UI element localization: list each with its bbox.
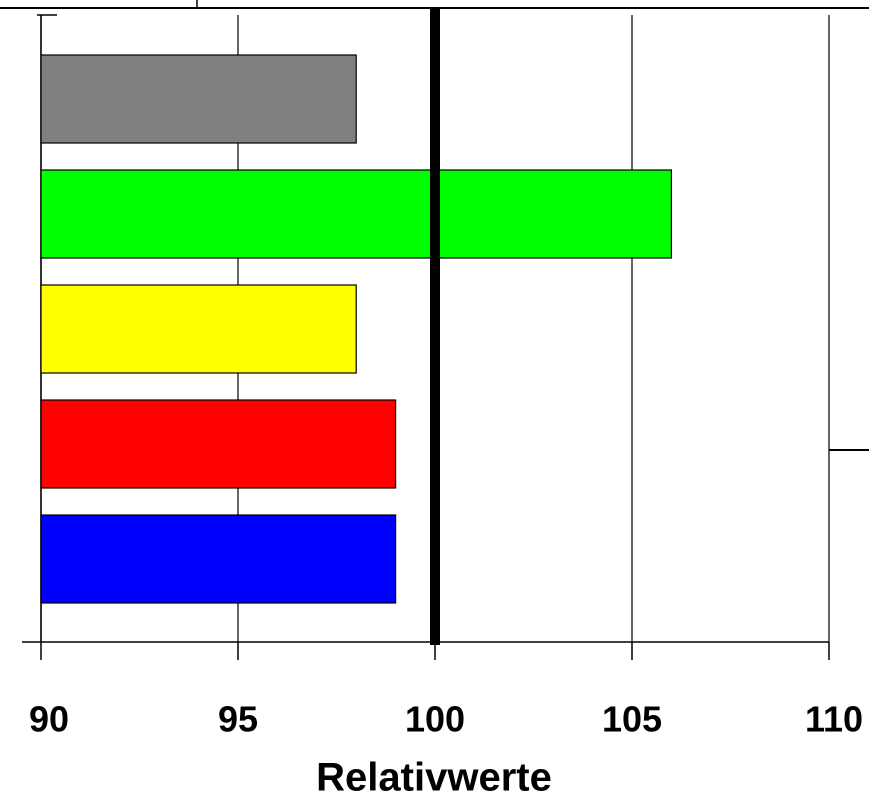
bar bbox=[40, 169, 673, 259]
x-tick-label: 105 bbox=[602, 699, 662, 740]
x-tick-label: 100 bbox=[405, 699, 465, 740]
axis-title: Relativwerte bbox=[316, 756, 552, 800]
x-tick-label: 90 bbox=[29, 699, 69, 740]
bar bbox=[40, 284, 357, 374]
bar bbox=[40, 54, 357, 144]
x-tick-label: 95 bbox=[218, 699, 258, 740]
bar bbox=[40, 399, 397, 489]
bar bbox=[40, 514, 397, 604]
x-tick-label: 110 bbox=[805, 699, 863, 740]
